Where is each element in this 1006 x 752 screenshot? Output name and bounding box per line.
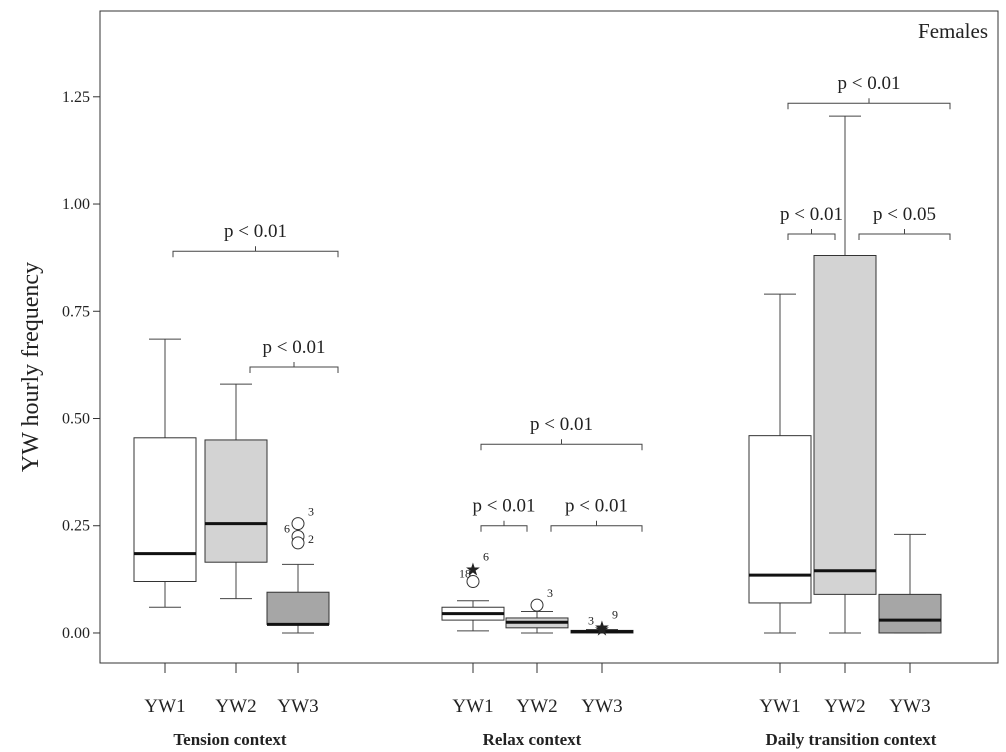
outlier-label: 3 <box>547 586 553 600</box>
outlier-star: ★ <box>594 618 610 638</box>
group-2: YW1 YW2 YW3 Daily transition context p < 0.0… <box>748 73 951 749</box>
category-label: YW3 <box>277 696 318 717</box>
box-yw3 <box>266 591 330 625</box>
plot-frame <box>99 10 999 664</box>
category-label: YW3 <box>889 696 930 717</box>
box-yw1 <box>748 435 812 604</box>
category-label: YW2 <box>824 696 865 717</box>
significance-label: p < 0.01 <box>780 204 843 225</box>
y-tick-label: 0.25 <box>62 518 90 535</box>
category-label: YW1 <box>452 696 493 717</box>
group-0: YW1 YW2 3 6 2 YW3 Tension context p < 0.01 p < 0… <box>133 221 339 749</box>
outlier-star: ★ <box>465 560 481 580</box>
significance-bracket <box>550 525 643 532</box>
outlier-circle <box>530 598 544 612</box>
significance-label: p < 0.05 <box>873 204 936 225</box>
significance-label: p < 0.01 <box>530 414 593 435</box>
outlier-star: ★ <box>594 620 610 640</box>
group-label: Tension context <box>173 730 287 749</box>
category-label: YW2 <box>516 696 557 717</box>
significance-bracket <box>480 525 528 532</box>
outlier-circle <box>291 517 305 531</box>
significance-bracket <box>787 102 951 110</box>
significance-label: p < 0.01 <box>838 73 901 94</box>
y-tick-label: 0.50 <box>62 411 90 428</box>
outlier-label: 6 <box>284 521 290 535</box>
significance-bracket <box>172 250 339 258</box>
group-label: Daily transition context <box>766 730 937 749</box>
category-label: YW1 <box>759 696 800 717</box>
y-tick-label: 1.00 <box>62 196 90 213</box>
outlier-circle <box>466 575 480 588</box>
significance-bracket <box>249 366 339 374</box>
y-tick-label: 0.75 <box>62 303 90 320</box>
y-axis: 0.00 0.25 0.50 0.75 1.00 1.25 <box>62 89 100 642</box>
box-groups: YW1 YW2 3 6 2 YW3 Tension context p < 0.01 p < 0… <box>133 73 951 749</box>
y-tick-label: 1.25 <box>62 89 90 106</box>
group-label: Relax context <box>483 730 582 749</box>
box-yw2 <box>813 255 877 595</box>
outlier-label: 2 <box>308 532 314 546</box>
significance-bracket <box>787 233 836 241</box>
panel-title: Females <box>918 19 988 43</box>
significance-bracket <box>480 443 643 451</box>
y-tick-label: 0.00 <box>62 625 90 642</box>
outlier-circle <box>291 536 305 550</box>
significance-label: p < 0.01 <box>224 221 287 242</box>
significance-label: p < 0.01 <box>473 496 536 517</box>
outlier-label: 3 <box>588 614 594 628</box>
outlier-label: 9 <box>612 608 618 622</box>
box-yw3 <box>878 593 942 634</box>
category-label: YW2 <box>215 696 256 717</box>
outlier-label: 3 <box>308 505 314 519</box>
significance-label: p < 0.01 <box>263 337 326 358</box>
category-label: YW1 <box>144 696 185 717</box>
category-label: YW3 <box>581 696 622 717</box>
box-yw2 <box>204 439 268 563</box>
significance-bracket <box>858 233 951 241</box>
outlier-label: 6 <box>483 550 489 564</box>
significance-label: p < 0.01 <box>565 496 628 517</box>
box-yw1 <box>133 437 197 583</box>
y-axis-label: YW hourly frequency <box>18 262 44 472</box>
outlier-label: 18 <box>459 567 471 581</box>
